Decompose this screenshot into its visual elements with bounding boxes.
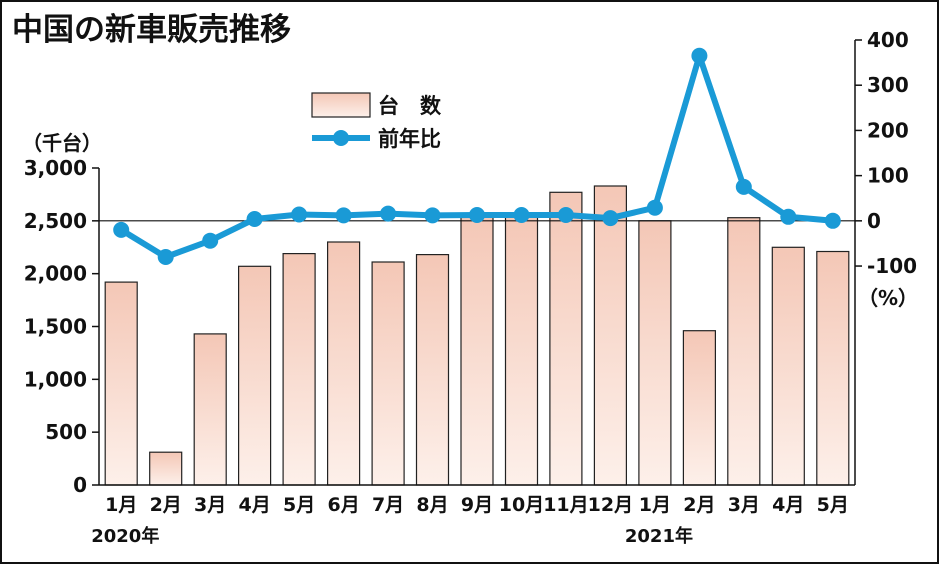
bar-11 bbox=[549, 191, 583, 486]
legend-bar-swatch bbox=[311, 92, 371, 118]
chart-title: 中国の新車販売推移 bbox=[12, 12, 291, 48]
pct-point-8 bbox=[424, 207, 441, 224]
left-tick-label: 1,500 bbox=[24, 315, 87, 339]
x-tick-label: 11月 bbox=[543, 494, 588, 516]
bar-10 bbox=[504, 212, 539, 486]
pct-point-3 bbox=[202, 232, 219, 249]
left-axis-unit: （千台） bbox=[22, 131, 102, 155]
labels-layer: 0 500 1,000 1,500 2,000 2,500 3,000 -100 0 100 200… bbox=[24, 28, 917, 547]
x-tick-label: 9月 bbox=[461, 494, 493, 516]
x-tick-label: 1月 bbox=[105, 494, 137, 516]
bar-6 bbox=[327, 241, 361, 486]
bar-3 bbox=[193, 333, 227, 486]
bar-13 bbox=[638, 220, 672, 486]
year-label: 2020年 bbox=[91, 525, 159, 547]
right-tick-label: 400 bbox=[867, 28, 909, 52]
x-tick-label: 5月 bbox=[817, 494, 849, 516]
right-axis-unit: （%） bbox=[858, 286, 918, 310]
bar-14 bbox=[682, 330, 717, 486]
right-tick-label: 200 bbox=[867, 118, 909, 142]
x-tick-label: 12月 bbox=[588, 494, 633, 516]
x-tick-label: 3月 bbox=[728, 494, 760, 516]
x-tick-label: 4月 bbox=[239, 494, 271, 516]
right-tick-label: 0 bbox=[867, 209, 881, 233]
bar-8 bbox=[415, 254, 450, 486]
left-tick-label: 500 bbox=[45, 420, 87, 444]
bar-1 bbox=[104, 281, 138, 486]
left-tick-label: 0 bbox=[73, 473, 87, 497]
legend-line-marker bbox=[333, 130, 349, 146]
bar-16 bbox=[771, 246, 805, 486]
x-tick-label: 7月 bbox=[372, 494, 404, 516]
right-tick-label: -100 bbox=[867, 254, 917, 278]
x-tick-label: 1月 bbox=[639, 494, 671, 516]
pct-point-5 bbox=[291, 206, 308, 223]
bars-layer bbox=[104, 185, 850, 486]
pct-point-14 bbox=[691, 47, 708, 64]
pct-point-12 bbox=[602, 210, 619, 227]
pct-point-2 bbox=[157, 249, 174, 265]
left-tick-label: 2,500 bbox=[24, 209, 87, 233]
x-tick-label: 3月 bbox=[194, 494, 226, 516]
pct-point-10 bbox=[513, 207, 530, 223]
bar-7 bbox=[371, 261, 405, 486]
bar-15 bbox=[727, 217, 761, 486]
pct-point-17 bbox=[824, 212, 841, 229]
pct-point-9 bbox=[469, 207, 485, 223]
pct-point-16 bbox=[780, 208, 797, 225]
legend-line-label: 前年比 bbox=[378, 127, 441, 151]
legend: 台 数 前年比 bbox=[311, 92, 442, 151]
bar-17 bbox=[816, 250, 850, 486]
left-tick-label: 2,000 bbox=[24, 262, 87, 286]
bar-9 bbox=[460, 213, 494, 486]
legend-bar-label: 台 数 bbox=[378, 94, 442, 118]
pct-point-6 bbox=[335, 207, 352, 224]
pct-point-15 bbox=[735, 178, 752, 195]
year-label: 2021年 bbox=[625, 525, 693, 547]
bar-5 bbox=[282, 253, 316, 486]
pct-point-13 bbox=[646, 199, 663, 216]
left-tick-label: 3,000 bbox=[24, 156, 87, 180]
x-tick-label: 5月 bbox=[283, 494, 315, 516]
x-tick-label: 8月 bbox=[416, 494, 448, 516]
bar-4 bbox=[238, 265, 272, 486]
bar-12 bbox=[593, 185, 628, 486]
pct-point-11 bbox=[557, 207, 574, 223]
right-tick-label: 300 bbox=[867, 73, 909, 97]
x-tick-label: 6月 bbox=[327, 494, 359, 516]
pct-point-4 bbox=[246, 211, 263, 227]
line-layer bbox=[113, 47, 841, 265]
bar-2 bbox=[149, 451, 183, 486]
left-tick-label: 1,000 bbox=[24, 367, 87, 391]
right-tick-label: 100 bbox=[867, 164, 909, 188]
pct-point-7 bbox=[380, 205, 397, 222]
x-tick-label: 2月 bbox=[683, 494, 715, 516]
x-tick-label: 2月 bbox=[150, 494, 182, 516]
pct-point-1 bbox=[113, 221, 130, 238]
x-tick-label: 4月 bbox=[772, 494, 804, 516]
x-tick-label: 10月 bbox=[499, 494, 544, 516]
